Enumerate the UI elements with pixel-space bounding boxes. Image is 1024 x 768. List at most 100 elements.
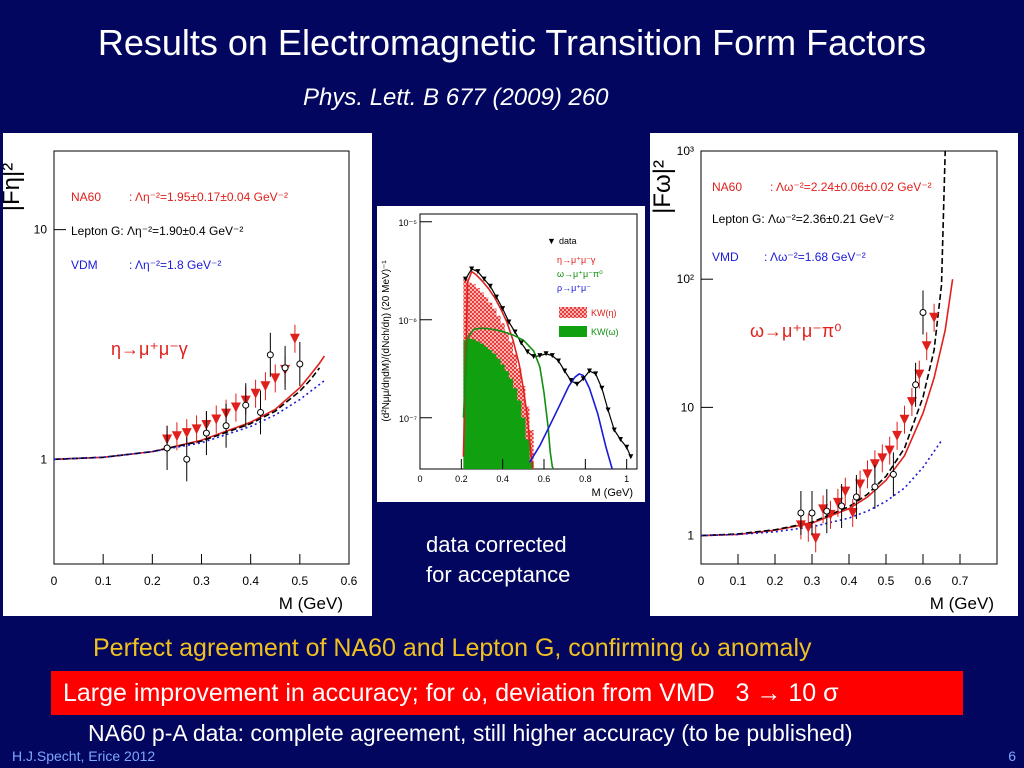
leptong-data-point [852,493,860,501]
na60-data-point [260,381,271,392]
y-tick-label: 10² [677,272,694,286]
footer-author: H.J.Specht, Erice 2012 [12,748,156,764]
leptong-data-point [889,470,897,478]
na60-data-point [869,459,880,470]
data-point [518,340,524,346]
data-point [493,294,499,300]
x-axis-label: M (GeV) [930,594,994,613]
x-tick-label: 0.4 [496,474,509,484]
legend-leptong-label: Lepton G: Λη⁻²=1.90±0.4 GeV⁻² [71,224,243,238]
leptong-data-point [281,364,289,372]
leptong-data-point [183,455,191,463]
x-axis-label: M (GeV) [591,487,633,499]
legend-vdm-value: : Λη⁻²=1.8 GeV⁻² [129,258,221,272]
x-tick-label: 0.6 [538,474,551,484]
data-point [555,358,561,364]
legend-kwomega: KW(ω) [591,327,619,337]
legend-leptong-label: Lepton G: Λω⁻²=2.36±0.21 GeV⁻² [712,212,894,226]
mass-spectrum-panel: 0 0.2 0.4 0.6 0.8 1 10⁻⁵ 10⁻⁶ 10⁻⁷ (d²Nμμ/dηdM)/… [377,206,645,502]
data-point [462,276,468,282]
leptong-data-point [912,381,920,389]
page-number: 6 [1008,748,1016,764]
data-point [605,407,611,413]
leptong-data-point [257,408,264,416]
curve-dotted [700,440,943,537]
y-axis-label: |Fω|² [650,160,676,214]
x-tick-label: 0.5 [291,574,308,588]
data-point [475,269,481,275]
x-tick-label: 0.6 [341,574,358,588]
na60-data-point [914,369,925,380]
y-axis-label: (d²Nμμ/dηdM)/(dNch/dη) (20 MeV)⁻¹ [381,260,392,422]
y-tick-label: 1 [40,452,47,466]
data-point [481,276,487,282]
x-tick-label: 0 [417,474,422,484]
legend-swatch-kweta [559,307,587,318]
legend-rho: ρ→μ⁺μ⁻ [557,283,591,293]
data-point [562,368,568,374]
x-tick-label: 0.3 [804,574,821,588]
acceptance-note-line1: data corrected [426,532,567,557]
omega-form-factor-panel: 0 0.1 0.2 0.3 0.4 0.5 0.6 0.7 1 10 10² 10³ |Fω|² M … [650,133,1018,616]
process-annotation: η→μ⁺μ⁻γ [111,339,188,359]
curve-model [528,373,613,470]
legend-vmd-label: VMD [712,250,739,264]
y-tick-label: 10⁻⁷ [399,414,417,424]
leptong-data-point [242,401,250,409]
leptong-data-point [797,509,805,517]
legend-marker-data: ▼ [547,236,556,246]
na60-data-point [250,388,261,399]
data-point [574,381,580,387]
data-point [611,427,617,433]
data-point [531,354,537,360]
data-point [628,454,634,460]
y-axis-label: |Fη|² [3,163,25,211]
x-tick-label: 0.4 [242,574,259,588]
leptong-data-point [808,509,816,517]
data-point [580,376,586,382]
na60-data-point [171,431,182,442]
leptong-data-point [838,502,846,510]
x-tick-label: 0.3 [193,574,210,588]
na60-data-point [191,424,202,435]
legend-na60-value: : Λω⁻²=2.24±0.06±0.02 GeV⁻² [770,180,932,194]
x-tick-label: 1 [624,474,629,484]
x-tick-label: 0.6 [915,574,932,588]
leptong-data-point [222,422,230,430]
data-point [506,319,512,325]
x-tick-label: 0.5 [878,574,895,588]
legend-eta: η→μ⁺μ⁻γ [557,255,596,265]
na60-data-point [810,533,821,544]
slide-title: Results on Electromagnetic Transition Fo… [97,22,927,63]
highlight-box: Large improvement in accuracy; for ω, de… [51,671,963,715]
na60-data-point [929,312,940,323]
na60-data-point [818,504,829,515]
data-point [469,266,475,272]
y-tick-label: 10⁻⁶ [399,316,418,326]
reference-citation: Phys. Lett. B 677 (2009) 260 [303,84,609,111]
x-tick-label: 0.2 [767,574,784,588]
kw-omega-histogram [463,338,534,469]
data-point [593,371,599,377]
na60-data-point [289,333,300,344]
x-tick-label: 0 [51,574,58,588]
legend-data: data [559,236,577,246]
data-point [537,353,543,359]
legend-vmd-value: : Λω⁻²=1.68 GeV⁻² [764,250,866,264]
na60-data-point [899,414,910,425]
leptong-data-point [296,360,304,368]
process-annotation: ω→μ⁺μ⁻π⁰ [750,321,841,341]
na60-data-point [906,397,917,408]
x-tick-label: 0.2 [144,574,161,588]
leptong-data-point [871,483,879,491]
data-point [543,351,549,357]
legend-na60-label: NA60 [712,180,742,194]
curve-model [462,327,555,470]
legend-omega: ω→μ⁺μ⁻π⁰ [557,269,603,279]
na60-data-point [855,479,866,490]
legend-kweta: KW(η) [591,308,617,318]
na60-data-point [862,469,873,480]
legend-vdm-label: VDM [71,258,98,272]
x-tick-label: 0 [698,574,705,588]
leptong-data-point [823,507,831,515]
